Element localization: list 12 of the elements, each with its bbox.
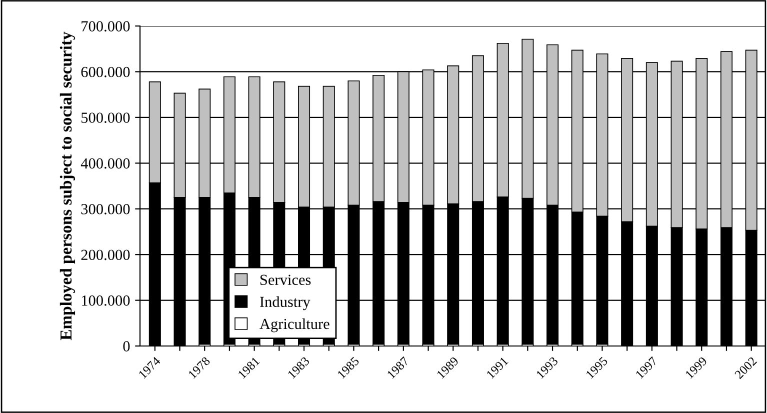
- y-tick-label: 600.000: [81, 66, 130, 78]
- y-tick-label: 100.000: [82, 295, 130, 306]
- y-axis-title: Employed persons subject to social security: [60, 32, 76, 340]
- y-tick-label: 500.000: [82, 112, 130, 123]
- y-tick-label: 300.000: [81, 204, 130, 214]
- legend-label: Agriculture: [260, 318, 330, 332]
- y-tick-label: 400.000: [80, 158, 130, 169]
- legend-label: Industry: [260, 296, 310, 310]
- y-tick-label: 0: [123, 341, 130, 352]
- y-tick-label: 700.000: [82, 21, 130, 32]
- y-tick-label: 200.000: [81, 250, 130, 260]
- legend-label: Services: [260, 274, 311, 285]
